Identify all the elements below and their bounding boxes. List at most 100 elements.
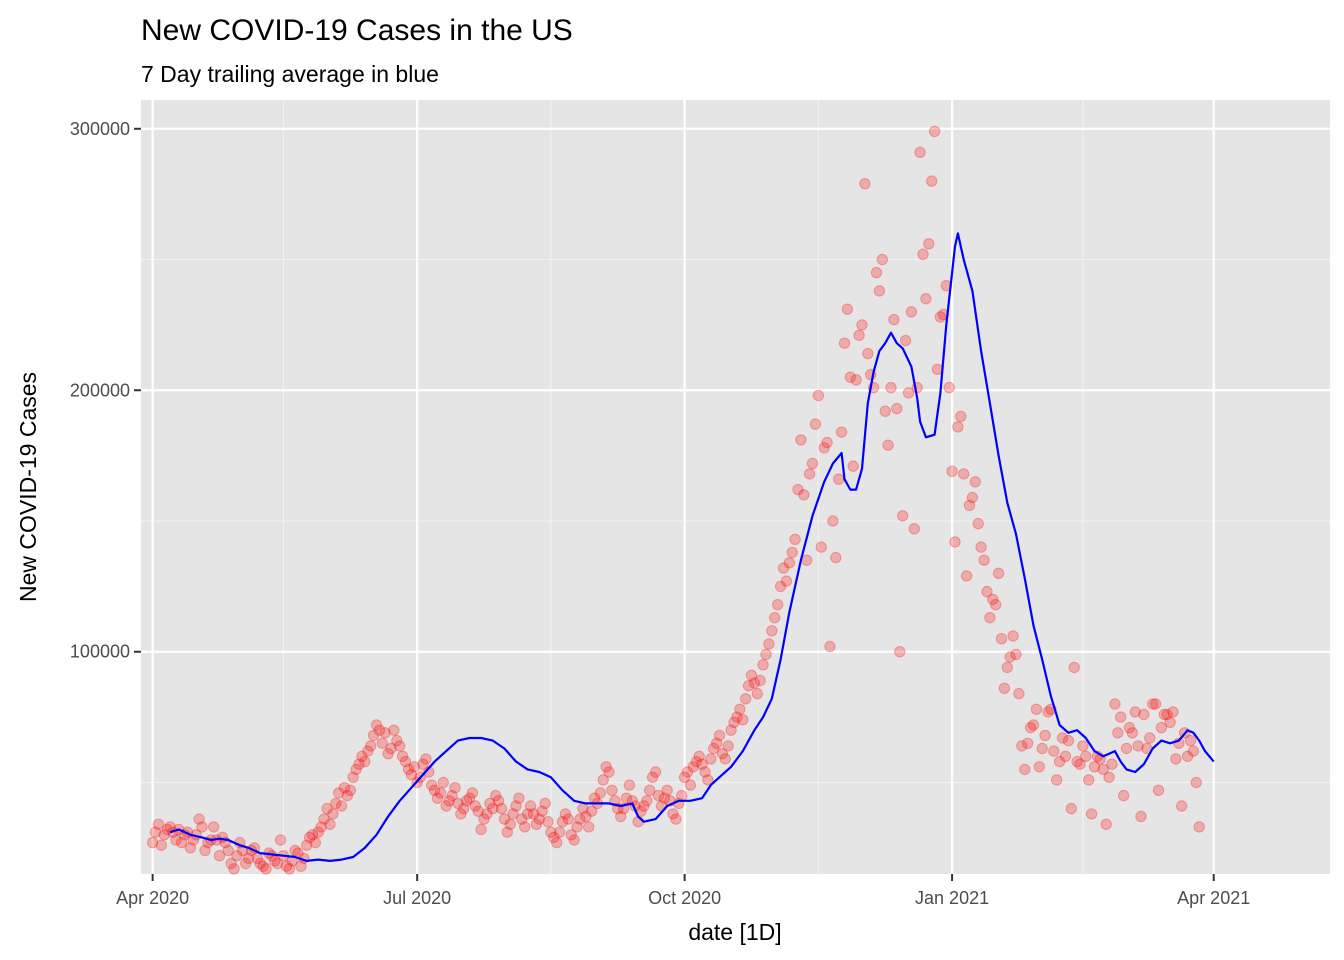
case-point <box>254 857 266 870</box>
case-point <box>347 771 359 783</box>
case-point <box>176 836 188 849</box>
trailing-average-line <box>169 232 1215 862</box>
case-point <box>745 669 758 681</box>
case-point <box>1117 789 1130 802</box>
case-point <box>478 813 490 825</box>
case-point <box>510 800 522 812</box>
case-point <box>1001 661 1013 674</box>
case-point <box>1170 753 1182 765</box>
case-point <box>1062 734 1075 747</box>
case-point <box>792 483 804 496</box>
case-point <box>1021 737 1034 749</box>
case-point <box>641 795 653 807</box>
case-point <box>740 693 752 705</box>
y-tick-label: 300000 <box>70 119 130 139</box>
case-point <box>536 805 548 817</box>
case-point <box>667 808 679 820</box>
case-point <box>696 758 708 770</box>
case-point <box>899 334 912 347</box>
case-point <box>652 789 665 802</box>
case-point <box>934 311 947 323</box>
case-point <box>466 787 479 799</box>
case-point <box>801 554 813 566</box>
case-point <box>327 808 339 820</box>
case-point <box>937 308 950 321</box>
case-point <box>155 839 168 851</box>
case-point <box>373 724 386 736</box>
case-point <box>301 839 313 851</box>
case-point <box>876 253 888 266</box>
case-point <box>396 750 409 762</box>
case-point <box>1027 719 1040 731</box>
case-point <box>803 468 816 480</box>
case-point <box>1085 808 1098 820</box>
case-point <box>324 818 336 830</box>
case-point <box>408 761 420 773</box>
case-point <box>1019 763 1031 776</box>
case-point <box>891 402 903 415</box>
minor-gridlines <box>141 100 1330 874</box>
case-point <box>606 784 618 796</box>
case-point <box>830 551 842 564</box>
case-point <box>394 740 406 752</box>
case-point <box>484 797 496 810</box>
case-point <box>1074 758 1086 770</box>
x-tick-label: Jul 2020 <box>383 888 451 908</box>
case-point <box>728 716 740 728</box>
case-point <box>975 541 987 553</box>
case-point <box>443 795 455 807</box>
plot-panel <box>141 100 1330 874</box>
case-point <box>600 761 612 773</box>
case-point <box>391 734 403 747</box>
y-tick-label: 100000 <box>70 642 130 662</box>
case-point <box>841 303 854 315</box>
case-point <box>818 442 830 454</box>
case-point <box>1176 800 1188 812</box>
case-point <box>1053 755 1066 768</box>
case-point <box>1187 745 1200 757</box>
case-point <box>434 787 447 799</box>
case-point <box>231 850 243 862</box>
case-point <box>498 813 511 825</box>
case-point <box>981 585 993 598</box>
case-point <box>562 813 574 825</box>
case-point <box>402 763 415 776</box>
case-point <box>1135 810 1147 823</box>
case-point <box>897 510 909 522</box>
case-point <box>170 834 182 846</box>
case-point <box>452 797 464 810</box>
case-point <box>795 434 807 446</box>
case-point <box>1190 776 1203 789</box>
case-point <box>501 826 513 838</box>
case-point <box>719 753 731 765</box>
case-point <box>542 816 554 828</box>
case-point <box>969 476 981 488</box>
case-point <box>504 818 516 830</box>
case-point <box>670 813 682 825</box>
case-point <box>420 753 432 765</box>
case-point <box>1161 708 1173 721</box>
case-point <box>748 677 761 689</box>
case-point <box>428 784 441 796</box>
case-point <box>1155 721 1168 734</box>
case-point <box>690 755 702 768</box>
case-point <box>990 599 1002 611</box>
case-point <box>1059 750 1072 762</box>
case-point <box>376 737 388 749</box>
case-point <box>1103 771 1115 783</box>
case-point <box>359 755 371 768</box>
case-point <box>574 813 586 825</box>
case-point <box>1083 774 1095 786</box>
case-point <box>379 727 391 739</box>
case-point <box>926 175 938 187</box>
case-point <box>1056 732 1069 744</box>
case-point <box>271 857 284 870</box>
case-point <box>1024 721 1037 734</box>
case-point <box>786 546 798 559</box>
case-point <box>1158 708 1171 721</box>
case-point <box>318 813 330 825</box>
chart-title: New COVID-19 Cases in the US <box>141 14 573 47</box>
case-point <box>568 834 580 846</box>
case-point <box>1004 651 1016 663</box>
